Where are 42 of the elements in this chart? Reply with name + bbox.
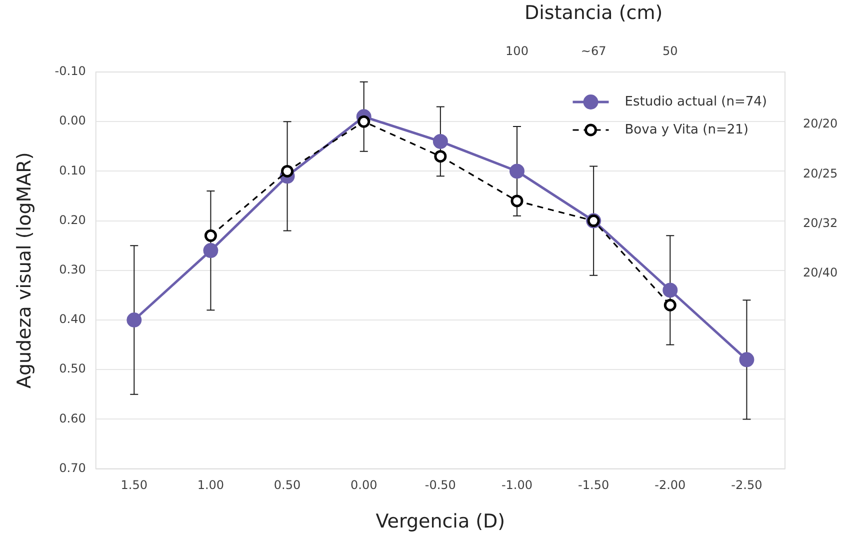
point bbox=[126, 312, 142, 328]
x-tick-label: 1.50 bbox=[120, 478, 148, 492]
text: 20/40 bbox=[803, 266, 838, 280]
text: 100 bbox=[506, 44, 528, 58]
y-axis-title: Agudeza visual (logMAR) bbox=[13, 152, 36, 389]
y-tick-label: 0.00 bbox=[59, 114, 86, 128]
legend-label: Estudio actual (n=74) bbox=[624, 94, 768, 110]
point bbox=[281, 164, 294, 178]
point bbox=[509, 164, 524, 179]
x-tick-label: 0.00 bbox=[350, 478, 378, 492]
point bbox=[432, 134, 448, 149]
point bbox=[204, 229, 217, 242]
x-axis-title: Vergencia (D) bbox=[376, 510, 506, 533]
text: 20/32 bbox=[803, 216, 838, 230]
point bbox=[510, 194, 524, 208]
y-tick-label: 0.10 bbox=[59, 163, 86, 178]
point bbox=[434, 150, 447, 163]
point bbox=[662, 282, 678, 298]
y-tick-label: 0.50 bbox=[59, 362, 86, 376]
point bbox=[664, 298, 676, 312]
text: ~67 bbox=[580, 44, 606, 58]
y-tick-label: 0.70 bbox=[59, 460, 86, 475]
y-tick-label: 0.20 bbox=[59, 212, 86, 227]
point bbox=[203, 243, 218, 258]
x2-axis-title: Distancia (cm) bbox=[524, 2, 663, 24]
x-tick-label: -2.50 bbox=[731, 478, 762, 492]
y-tick-label: -0.10 bbox=[54, 64, 86, 78]
text: 20/20 bbox=[803, 116, 838, 131]
x-tick-label: -1.50 bbox=[578, 478, 610, 492]
legend-label: Bova y Vita (n=21) bbox=[624, 122, 748, 138]
x-tick-label: -2.00 bbox=[654, 478, 686, 492]
y-tick-label: 0.30 bbox=[59, 262, 86, 277]
x-tick-label: 1.00 bbox=[197, 478, 224, 492]
x-tick-label: 0.50 bbox=[274, 478, 301, 492]
y-tick-label: 0.40 bbox=[59, 312, 86, 326]
text: 20/25 bbox=[803, 166, 838, 180]
point bbox=[739, 352, 754, 368]
x-tick-label: -1.00 bbox=[501, 478, 533, 492]
x-tick-label: -0.50 bbox=[424, 478, 456, 492]
text: 50 bbox=[662, 44, 678, 58]
point bbox=[358, 115, 370, 128]
y-tick-label: 0.60 bbox=[59, 411, 86, 426]
